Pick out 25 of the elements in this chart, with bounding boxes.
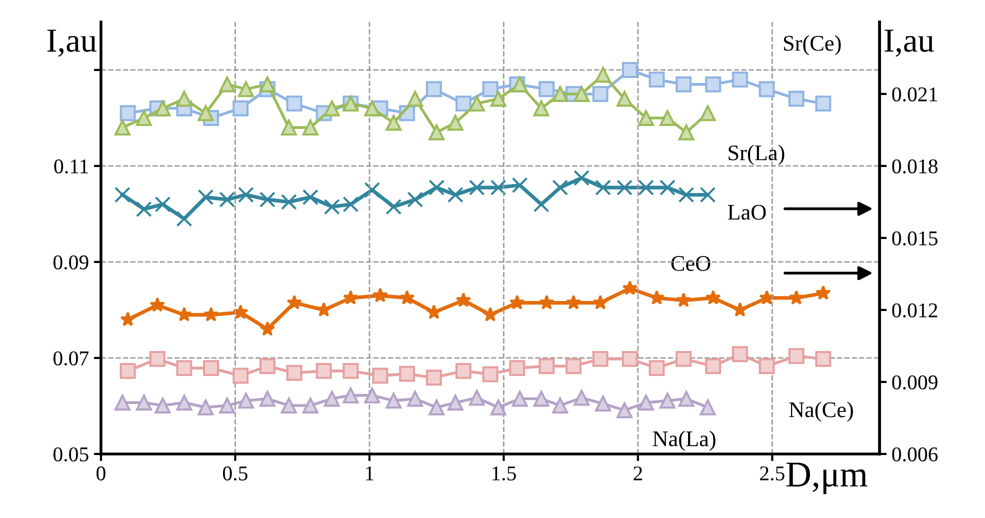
series-label: Na(Ce): [789, 402, 853, 422]
y2-axis-title: I,au: [884, 30, 934, 57]
x-axis-title: D,μm: [786, 462, 868, 494]
x-tick-label: 0.5: [222, 466, 248, 481]
y-tick-label: 0.09: [53, 255, 88, 270]
x-tick-label: 2.5: [760, 466, 784, 481]
x-tick-label: 1: [366, 466, 374, 480]
y-tick-label: 0.07: [53, 351, 89, 366]
y2-tick-label: 0.018: [892, 159, 938, 174]
y-tick-label: 0.11: [54, 159, 88, 174]
series-label: Sr(Ce): [784, 35, 841, 56]
y2-tick-label: 0.021: [892, 87, 938, 102]
series-label: CeO: [671, 256, 710, 271]
x-tick-label: 2: [634, 466, 642, 480]
series-label: Sr(La): [728, 144, 784, 165]
y2-tick-label: 0.015: [892, 231, 938, 246]
y2-tick-label: 0.012: [892, 303, 938, 318]
y2-tick-label: 0.006: [892, 447, 938, 462]
y-axis-title: I,au: [47, 30, 96, 57]
series-label: Na(La): [652, 430, 716, 451]
series-label: LaO: [728, 204, 766, 220]
y2-tick-label: 0.009: [892, 375, 938, 390]
x-tick-label: 0: [96, 466, 106, 480]
x-tick-label: 1.5: [492, 466, 516, 481]
y-tick-label: 0.05: [53, 447, 88, 462]
